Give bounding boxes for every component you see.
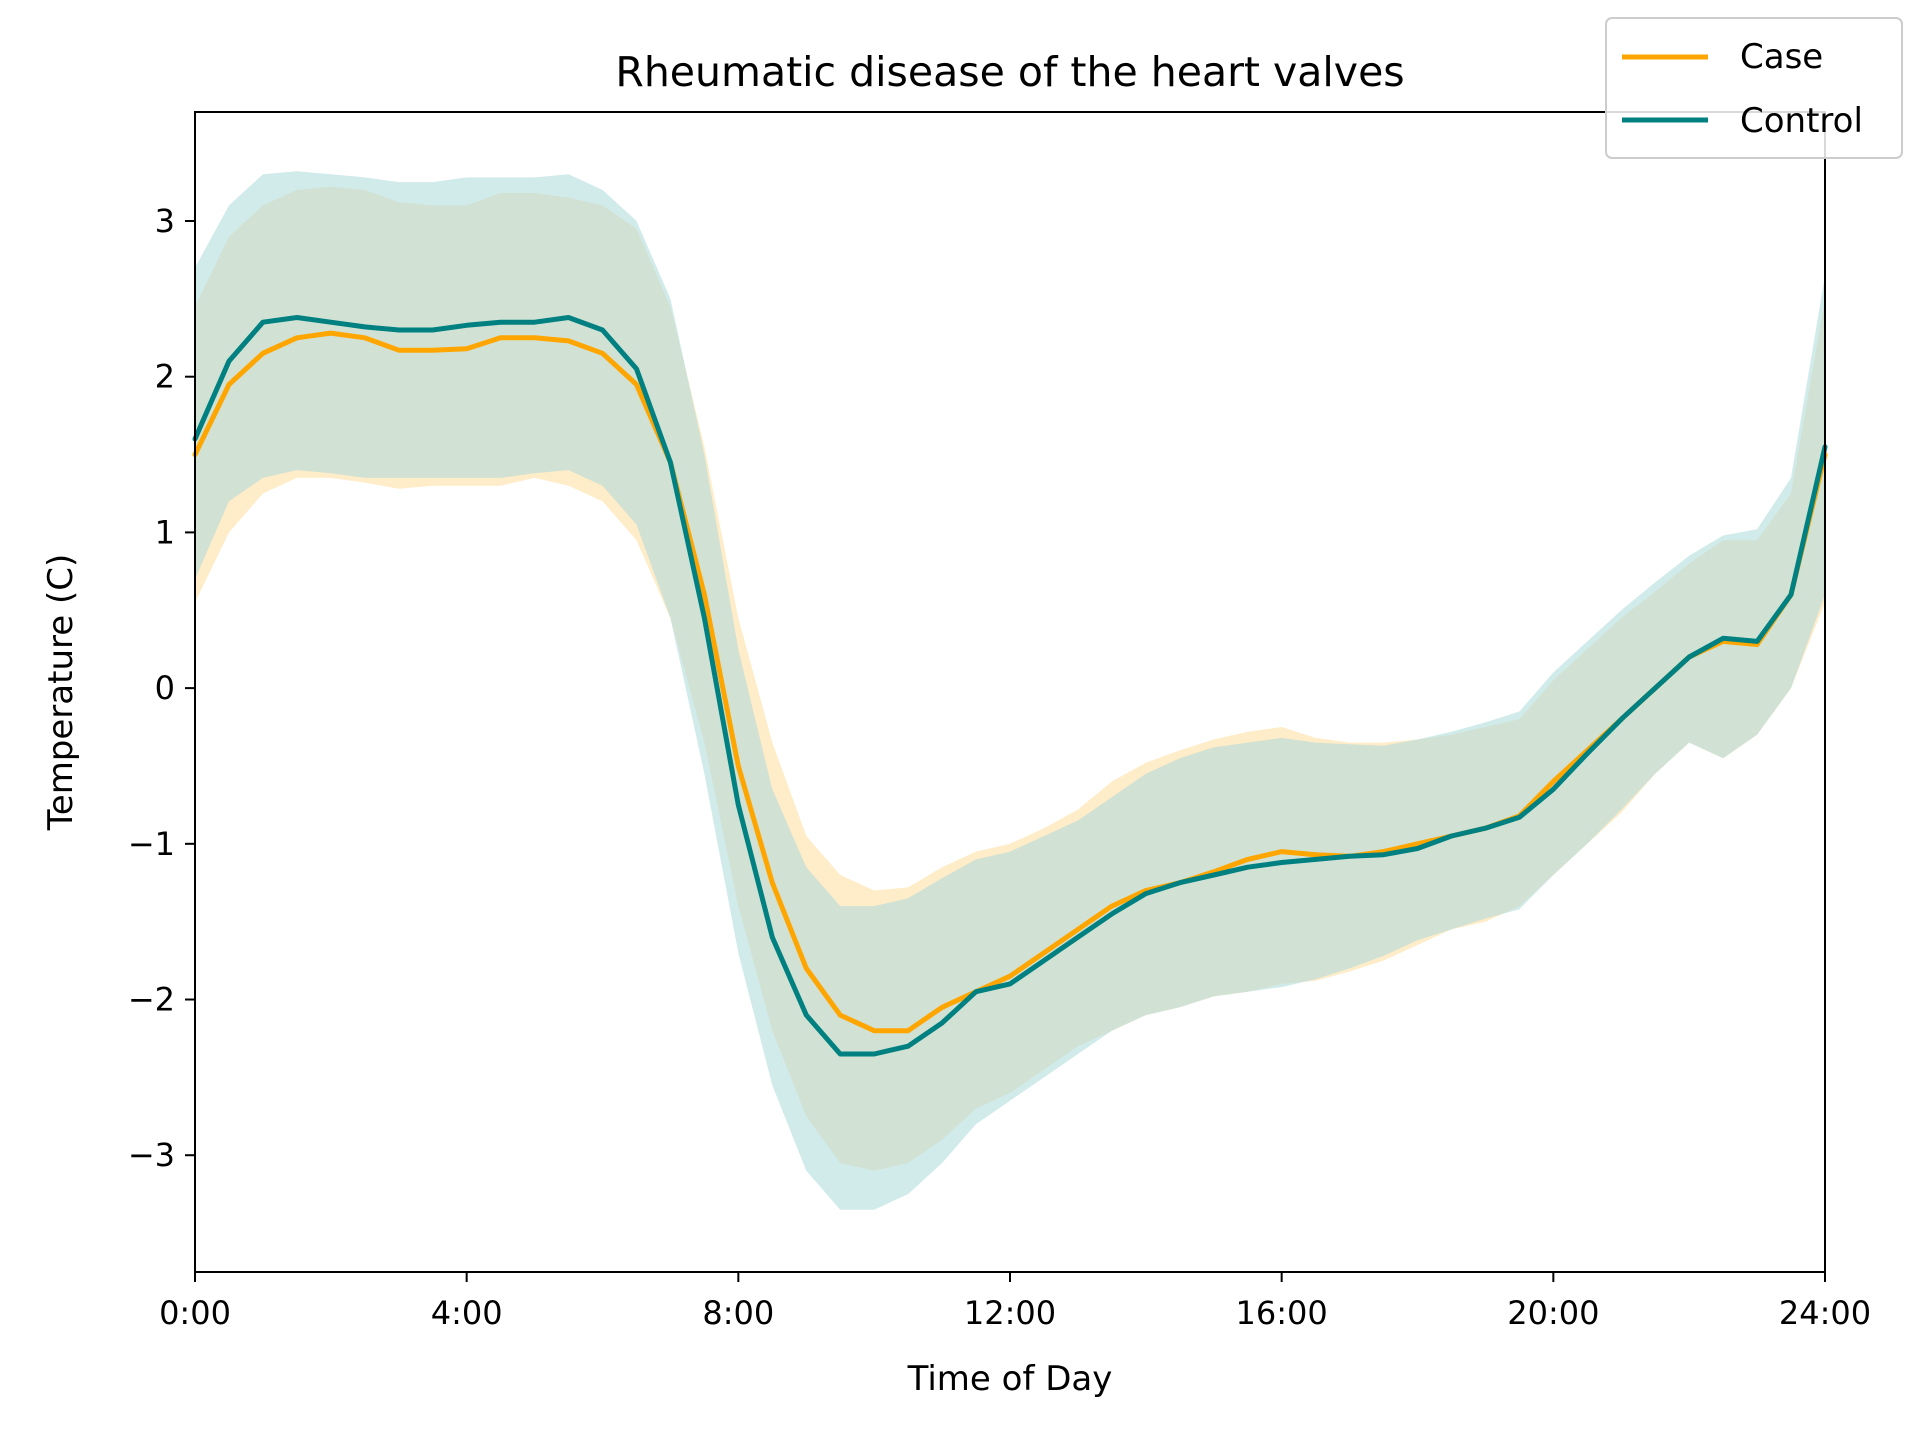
y-tick-label: 3 [155, 202, 175, 240]
x-tick-label: 8:00 [702, 1294, 774, 1332]
y-tick-label: −2 [128, 981, 175, 1019]
x-axis-ticks: 0:00 4:00 8:00 12:00 16:00 20:00 24:00 [159, 1272, 1871, 1332]
x-tick-label: 12:00 [964, 1294, 1056, 1332]
y-axis-title: Temperature (C) [41, 554, 81, 831]
legend-label-case: Case [1740, 37, 1823, 77]
x-axis-title: Time of Day [907, 1359, 1113, 1399]
y-tick-label: −1 [128, 825, 175, 863]
y-tick-label: 2 [155, 358, 175, 396]
legend-box [1605, 17, 1903, 159]
x-tick-label: 4:00 [431, 1294, 503, 1332]
chart-title: Rheumatic disease of the heart valves [615, 48, 1404, 96]
band-control [195, 171, 1825, 1210]
y-axis-ticks: 3 2 1 0 −1 −2 −3 [128, 202, 195, 1174]
uncertainty-bands [195, 171, 1825, 1210]
x-tick-label: 20:00 [1507, 1294, 1599, 1332]
legend: Case Control [1605, 17, 1903, 159]
series-line-control [192, 315, 1828, 1057]
x-tick-label: 24:00 [1779, 1294, 1871, 1332]
series-line-case [192, 330, 1828, 1034]
y-tick-label: −3 [128, 1136, 175, 1174]
x-tick-label: 0:00 [159, 1294, 231, 1332]
y-tick-label: 0 [155, 669, 175, 707]
y-tick-label: 1 [155, 513, 175, 551]
legend-label-control: Control [1740, 101, 1863, 141]
x-tick-label: 16:00 [1236, 1294, 1328, 1332]
series-lines [192, 315, 1828, 1057]
